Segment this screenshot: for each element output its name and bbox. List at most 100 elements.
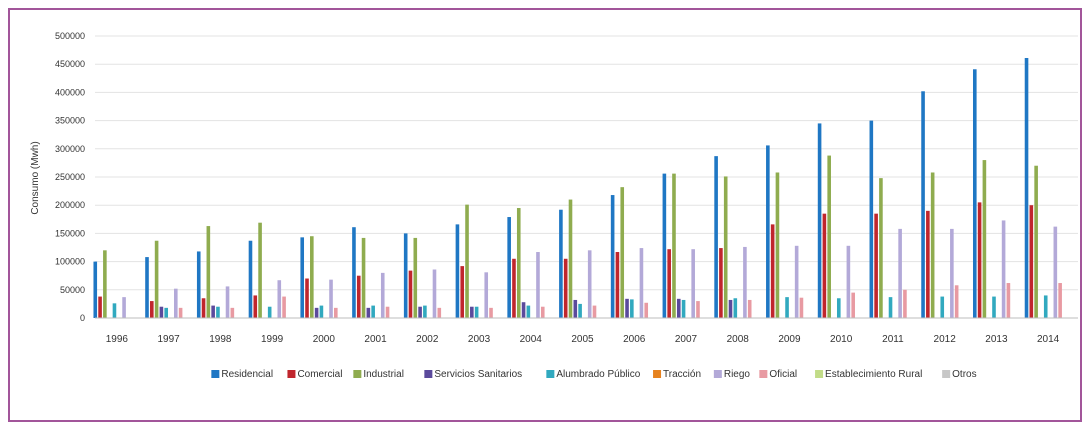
bar-residencial-2014: [1024, 57, 1029, 318]
bar-industrial-2010: [827, 155, 831, 318]
bar-alumbrado-p-blico-2005: [578, 303, 582, 318]
y-tick-label: 350000: [55, 116, 85, 126]
bar-alumbrado-p-blico-2010: [836, 298, 841, 318]
bar-oficial-2004: [540, 306, 545, 318]
bar-industrial-2013: [982, 160, 987, 318]
bar-riego-1999: [277, 280, 282, 318]
bar-residencial-2011: [869, 120, 874, 318]
x-tick-label: 2002: [416, 334, 439, 345]
x-tick-label: 1998: [209, 334, 232, 345]
y-tick-label: 250000: [55, 172, 85, 182]
legend-label-industrial: Industrial: [363, 369, 404, 380]
y-tick-label: 450000: [55, 59, 85, 69]
y-tick-label: 50000: [60, 285, 85, 295]
bar-comercial-2014: [1029, 205, 1034, 318]
x-tick-label: 1996: [106, 334, 129, 345]
bar-alumbrado-p-blico-1997: [164, 307, 169, 318]
grid-layer: [95, 35, 1078, 319]
legend-swatch-riego: [713, 370, 722, 378]
bar-residencial-1996: [93, 261, 98, 318]
bar-alumbrado-p-blico-2013: [992, 296, 996, 318]
bar-servicios-sanitarios-2007: [676, 298, 681, 318]
bar-residencial-2007: [662, 173, 667, 318]
bar-alumbrado-p-blico-2012: [940, 296, 945, 318]
bar-industrial-2009: [775, 172, 780, 318]
x-tick-label: 2006: [623, 334, 646, 345]
bar-oficial-2005: [592, 305, 597, 318]
bar-servicios-sanitarios-2004: [521, 302, 526, 318]
bar-servicios-sanitarios-1997: [159, 306, 164, 318]
legend-label-otros: Otros: [952, 369, 976, 380]
bar-comercial-2012: [926, 210, 930, 318]
bar-residencial-2013: [972, 69, 977, 318]
bar-industrial-1998: [206, 226, 211, 318]
bar-residencial-2002: [403, 233, 408, 318]
bar-comercial-2004: [512, 258, 516, 318]
legend-swatch-alumbrado-p-blico: [546, 370, 555, 378]
bar-comercial-1996: [98, 296, 102, 318]
bar-riego-2009: [794, 245, 799, 318]
legend-swatch-oficial: [759, 370, 768, 378]
bar-industrial-1997: [154, 240, 159, 318]
bar-residencial-2005: [559, 209, 563, 318]
x-tick-label: 2014: [1037, 334, 1060, 345]
bar-servicios-sanitarios-2003: [470, 306, 474, 318]
bar-oficial-2000: [334, 307, 338, 318]
bar-residencial-2008: [714, 156, 718, 318]
bar-comercial-2000: [305, 278, 309, 318]
chart-frame: [8, 8, 1082, 422]
bar-residencial-2010: [817, 123, 822, 318]
bar-comercial-2006: [615, 252, 620, 318]
bar-residencial-2012: [921, 91, 925, 318]
bar-alumbrado-p-blico-2008: [733, 298, 738, 318]
x-tick-label: 2007: [675, 334, 698, 345]
y-tick-label: 0: [80, 313, 85, 323]
x-tick-label: 1999: [261, 334, 284, 345]
bar-comercial-2008: [719, 248, 723, 318]
bar-riego-1997: [174, 288, 178, 318]
bar-oficial-2002: [437, 307, 442, 318]
legend-swatch-residencial: [211, 370, 220, 378]
bar-alumbrado-p-blico-1996: [112, 303, 117, 318]
bar-comercial-1998: [201, 298, 206, 318]
bar-riego-2001: [380, 272, 385, 318]
x-tick-label: 2005: [571, 334, 594, 345]
bar-alumbrado-p-blico-2009: [785, 297, 789, 318]
bar-riego-2000: [329, 279, 333, 318]
y-tick-label: 300000: [55, 144, 85, 154]
x-tick-label: 2001: [364, 334, 387, 345]
bar-comercial-2005: [563, 258, 568, 318]
legend: Residencial Comercial Industrial Servicios …: [211, 369, 977, 380]
legend-swatch-comercial: [287, 370, 296, 378]
bar-oficial-2012: [954, 285, 959, 318]
y-tick-label: 150000: [55, 228, 85, 238]
bar-oficial-1998: [230, 307, 235, 318]
bar-residencial-2000: [300, 237, 305, 318]
y-axis-title: Consumo (Mwh): [30, 141, 41, 214]
bar-riego-2013: [1001, 220, 1006, 318]
bar-alumbrado-p-blico-1998: [216, 306, 220, 318]
bar-oficial-2011: [903, 289, 907, 318]
bar-comercial-1997: [150, 301, 154, 318]
x-tick-label: 2013: [985, 334, 1008, 345]
bar-servicios-sanitarios-2008: [728, 299, 733, 318]
bar-alumbrado-p-blico-1999: [267, 306, 272, 318]
legend-swatch-servicios-sanitarios: [424, 370, 433, 378]
bar-residencial-2004: [507, 217, 511, 318]
bar-residencial-1998: [196, 251, 201, 318]
bar-residencial-2003: [455, 224, 460, 318]
bar-comercial-1999: [253, 295, 258, 318]
legend-label-oficial: Oficial: [769, 369, 797, 380]
bar-riego-2007: [691, 249, 695, 318]
bar-comercial-2010: [822, 213, 827, 318]
bar-industrial-1999: [258, 222, 262, 318]
legend-swatch-industrial: [353, 370, 362, 378]
x-tick-label: 2012: [934, 334, 957, 345]
bar-riego-1996: [122, 297, 126, 318]
bar-alumbrado-p-blico-2000: [319, 305, 324, 318]
bar-servicios-sanitarios-2000: [314, 307, 319, 318]
bar-alumbrado-p-blico-2014: [1043, 295, 1048, 318]
bar-oficial-1997: [178, 307, 183, 318]
bar-riego-2008: [743, 246, 747, 318]
